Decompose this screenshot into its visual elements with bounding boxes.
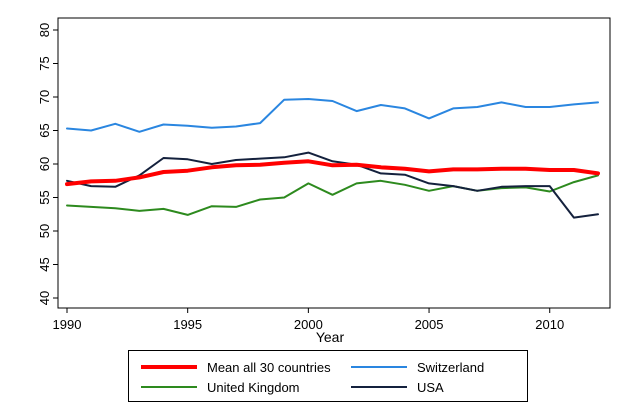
legend-item-usa: USA (351, 377, 444, 397)
y-tick-label: 40 (37, 291, 52, 305)
series-line-usa (66, 151, 599, 219)
x-tick-label: 1990 (53, 317, 82, 332)
y-tick-label: 50 (37, 224, 52, 238)
legend-item-uk: United Kingdom (141, 377, 300, 397)
x-tick-label: 2000 (294, 317, 323, 332)
x-tick-label: 2005 (415, 317, 444, 332)
chart-legend: Mean all 30 countries Switzerland United… (128, 350, 528, 402)
legend-item-mean: Mean all 30 countries (141, 357, 331, 377)
y-tick-label: 70 (37, 90, 52, 104)
plot-frame (57, 17, 611, 309)
y-tick-label: 45 (37, 257, 52, 271)
x-tick-label: 1995 (173, 317, 202, 332)
legend-swatch-mean (141, 365, 197, 369)
series-line-mean-all-30-countries (65, 159, 600, 187)
series-line-switzerland (66, 98, 599, 133)
legend-label-uk: United Kingdom (207, 379, 300, 395)
chart-axes: 40 45 50 55 60 65 70 75 80 1990 1995 2000 2005 2010 Ye… (37, 17, 611, 345)
legend-swatch-usa (351, 386, 407, 388)
legend-label-usa: USA (417, 379, 444, 395)
y-tick-label: 75 (37, 56, 52, 70)
series-line-united-kingdom (66, 174, 599, 216)
x-tick-label: 2010 (535, 317, 564, 332)
legend-item-switzerland: Switzerland (351, 357, 484, 377)
legend-swatch-switzerland (351, 366, 407, 368)
legend-label-mean: Mean all 30 countries (207, 359, 331, 375)
x-axis-title: Year (316, 329, 345, 345)
y-tick-label: 80 (37, 23, 52, 37)
y-tick-label: 60 (37, 157, 52, 171)
y-tick-label: 55 (37, 190, 52, 204)
legend-label-switzerland: Switzerland (417, 359, 485, 375)
y-tick-label: 65 (37, 123, 52, 137)
legend-swatch-uk (141, 386, 197, 388)
chart-series (65, 98, 600, 219)
